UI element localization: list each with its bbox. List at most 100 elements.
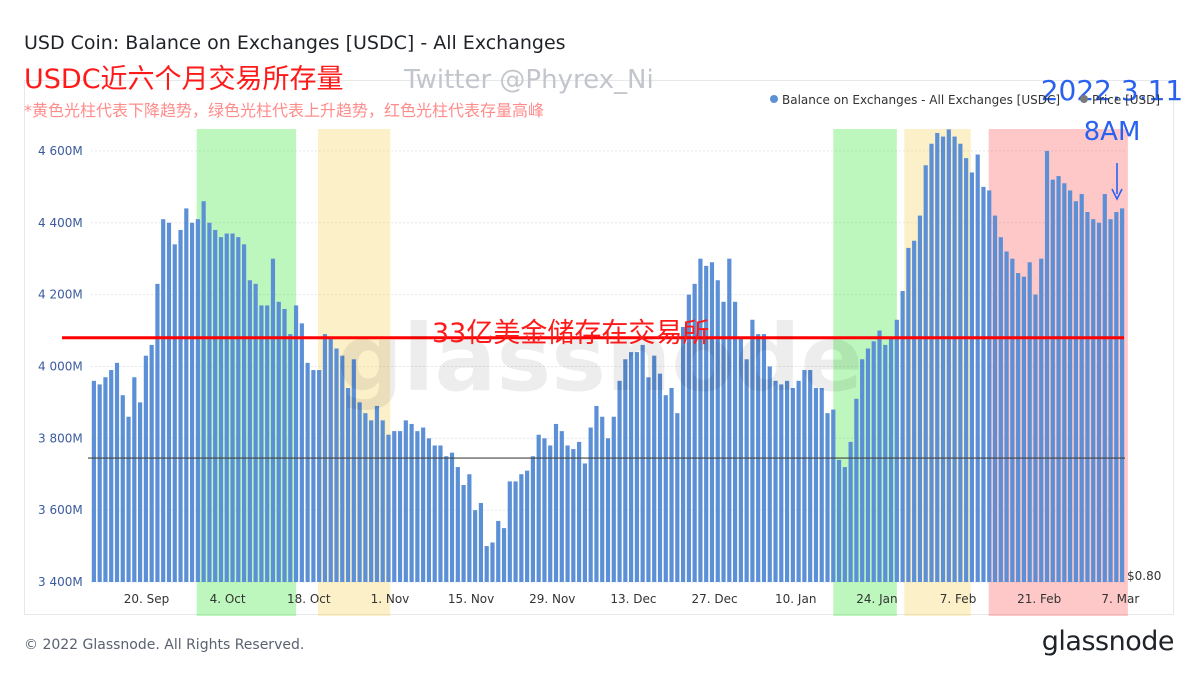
- glassnode-logo: glassnode: [1041, 626, 1175, 657]
- balance-bar: [397, 431, 403, 582]
- balance-bar: [940, 136, 946, 583]
- balance-bar: [114, 362, 120, 582]
- balance-bar: [860, 359, 865, 582]
- balance-bar: [831, 409, 836, 582]
- balance-bar: [403, 420, 408, 582]
- balance-bar: [894, 319, 899, 582]
- balance-bar: [1091, 219, 1096, 582]
- balance-bar: [484, 546, 489, 582]
- right-axis-label: $0.80: [1127, 569, 1161, 583]
- balance-bar: [779, 384, 784, 582]
- balance-bar: [138, 402, 143, 582]
- x-tick-label: 10. Jan: [775, 592, 816, 606]
- annotation-note: *黄色光柱代表下降趋势，绿色光柱代表上升趋势，红色光柱代表存量高峰: [24, 101, 544, 120]
- balance-bar: [363, 413, 368, 582]
- balance-bar: [374, 405, 380, 582]
- balance-bar: [340, 355, 345, 582]
- balance-bar: [704, 265, 709, 582]
- balance-bar: [917, 215, 923, 583]
- balance-bar: [311, 370, 316, 582]
- balance-bar: [530, 456, 535, 582]
- balance-bar: [1073, 201, 1078, 582]
- balance-bar: [369, 420, 374, 582]
- balance-bar: [536, 434, 541, 582]
- balance-bar: [161, 219, 166, 582]
- balance-bar: [201, 201, 206, 582]
- balance-bar: [582, 463, 587, 582]
- balance-bar: [964, 158, 969, 582]
- balance-bar: [230, 233, 235, 583]
- balance-bar: [386, 434, 391, 582]
- balance-bars: [91, 129, 1125, 583]
- balance-bar: [600, 416, 605, 582]
- balance-bar: [1016, 273, 1021, 582]
- balance-bar: [715, 280, 720, 582]
- x-tick-label: 13. Dec: [610, 592, 656, 606]
- balance-bar: [345, 388, 351, 582]
- balance-bar: [478, 502, 484, 582]
- balance-bar: [305, 362, 310, 582]
- balance-bar: [640, 344, 645, 582]
- balance-bar: [1114, 211, 1119, 582]
- balance-bar: [646, 377, 651, 582]
- balance-bar: [351, 359, 356, 582]
- y-tick-label: 4 200M: [38, 288, 83, 302]
- balance-bar: [1096, 222, 1102, 582]
- balance-bar: [432, 445, 437, 582]
- balance-bar: [842, 467, 847, 582]
- balance-bar: [1004, 251, 1009, 582]
- balance-bar: [935, 132, 940, 582]
- balance-bar: [444, 456, 449, 582]
- balance-bar: [149, 344, 154, 582]
- balance-bar: [501, 528, 507, 582]
- balance-bar: [120, 395, 125, 582]
- balance-bar: [565, 445, 570, 582]
- balance-bar: [669, 388, 674, 582]
- balance-bar: [519, 474, 524, 582]
- balance-bar: [155, 283, 160, 582]
- legend: Balance on Exchanges - All Exchanges [US…: [770, 93, 1160, 107]
- annotation-time: 8AM: [1084, 117, 1141, 147]
- balance-bar: [276, 301, 281, 582]
- balance-bar: [634, 352, 639, 582]
- balance-bar: [981, 186, 986, 582]
- balance-bar: [1062, 183, 1067, 582]
- balance-bar: [588, 427, 593, 582]
- balance-bar: [253, 283, 258, 582]
- balance-bar: [224, 233, 229, 583]
- annotation-headline: USDC近六个月交易所存量: [24, 64, 344, 95]
- chart-frame: [24, 80, 1174, 615]
- balance-bar: [1079, 194, 1084, 582]
- balance-bar: [900, 291, 905, 582]
- balance-bar: [577, 441, 582, 582]
- balance-bar: [611, 416, 616, 582]
- balance-bar: [282, 308, 287, 582]
- balance-bar: [247, 280, 252, 582]
- balance-bar: [293, 305, 299, 582]
- balance-bar: [559, 431, 564, 582]
- balance-bar: [652, 355, 657, 582]
- balance-bar: [998, 237, 1003, 582]
- balance-bar: [1102, 194, 1107, 582]
- balance-bar: [1027, 262, 1032, 582]
- x-tick-label: 29. Nov: [529, 592, 575, 606]
- balance-bar: [929, 143, 934, 582]
- balance-bar: [992, 215, 998, 583]
- balance-bar: [409, 423, 414, 582]
- balance-bar: [190, 222, 195, 582]
- copyright: © 2022 Glassnode. All Rights Reserved.: [24, 637, 305, 653]
- balance-bar: [236, 237, 241, 582]
- balance-bar: [877, 330, 882, 582]
- x-tick-label: 21. Feb: [1017, 592, 1061, 606]
- balance-bar: [906, 247, 911, 582]
- balance-bar: [848, 441, 853, 582]
- x-tick-label: 20. Sep: [124, 592, 170, 606]
- balance-bar: [629, 352, 634, 582]
- balance-bar: [692, 283, 697, 582]
- balance-bar: [987, 190, 992, 582]
- balance-bar: [727, 258, 732, 582]
- balance-bar: [328, 337, 333, 582]
- balance-bar: [178, 229, 183, 582]
- balance-bar: [421, 427, 426, 582]
